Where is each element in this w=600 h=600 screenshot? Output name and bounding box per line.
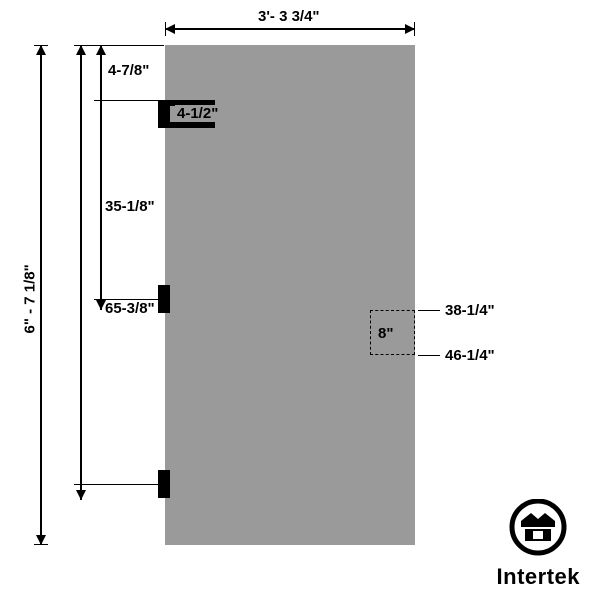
tick [414, 22, 415, 36]
brand-logo: Intertek [497, 499, 580, 590]
brand-name: Intertek [497, 564, 580, 590]
dim-hinge-spacing: 35-1/8" [105, 198, 155, 215]
tick [94, 100, 164, 101]
arrow-icon [36, 45, 46, 55]
dim-cutout-size: 8" [378, 325, 393, 342]
dim-hinge-line-2 [100, 45, 102, 310]
arrow-icon [96, 45, 106, 55]
arrow-icon [165, 24, 175, 34]
dim-cutout-line2 [418, 355, 440, 356]
tick [34, 45, 48, 46]
dim-cutout-line1 [418, 310, 440, 311]
dim-height-line [40, 45, 42, 545]
dim-top-to-hinge1: 4-7/8" [108, 62, 149, 79]
dim-hinge-spacing-2: 65-3/8" [105, 300, 155, 317]
arrow-icon [76, 490, 86, 500]
dim-cutout-bottom: 46-1/4" [445, 347, 495, 364]
tick [34, 544, 48, 545]
dim-hinge1-notch: 4-1/2" [175, 105, 220, 122]
tick [74, 484, 164, 485]
hinge-top-notch2 [165, 122, 215, 128]
dim-top-line [165, 28, 415, 30]
tick [74, 45, 164, 46]
intertek-mark-icon [503, 499, 573, 559]
arrow-icon [76, 45, 86, 55]
dim-hinge-line [80, 45, 82, 500]
dim-cutout-top: 38-1/4" [445, 302, 495, 319]
dim-height-label: 6" - 7 1/8" [22, 254, 39, 334]
tick [165, 22, 166, 36]
dim-width-label: 3'- 3 3/4" [258, 8, 320, 25]
